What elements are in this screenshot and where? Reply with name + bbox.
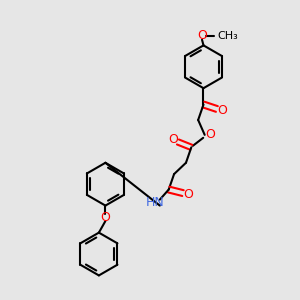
Text: CH₃: CH₃ <box>218 31 238 41</box>
Text: O: O <box>205 128 215 141</box>
Text: O: O <box>197 29 207 42</box>
Text: O: O <box>183 188 193 201</box>
Text: HN: HN <box>146 196 165 208</box>
Text: O: O <box>217 104 227 117</box>
Text: O: O <box>168 133 178 146</box>
Text: O: O <box>100 211 110 224</box>
